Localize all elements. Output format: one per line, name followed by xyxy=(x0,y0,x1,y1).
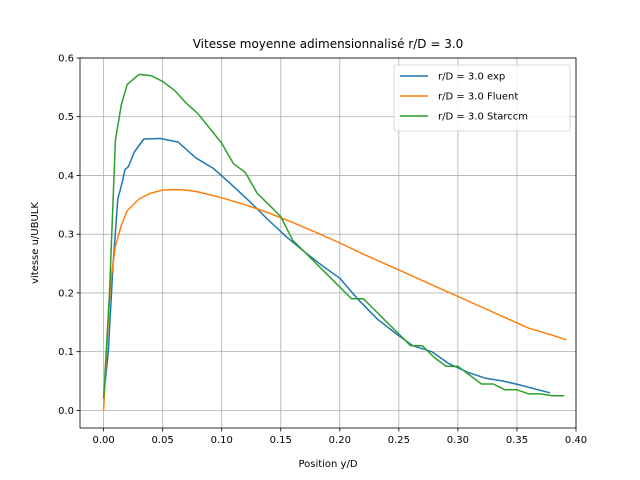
legend-label-3: r/D = 3.0 Starccm xyxy=(438,112,528,123)
x-tick-label: 0.10 xyxy=(211,435,233,446)
y-tick-label: 0.0 xyxy=(58,406,74,417)
legend-label-2: r/D = 3.0 Fluent xyxy=(438,92,518,103)
legend: r/D = 3.0 exp r/D = 3.0 Fluent r/D = 3.0 S… xyxy=(393,64,571,132)
x-axis-label: Position y/D xyxy=(298,459,357,470)
legend-label-1: r/D = 3.0 exp xyxy=(438,72,505,83)
y-tick-label: 0.4 xyxy=(58,171,74,182)
series-lines xyxy=(102,73,567,411)
plot-frame xyxy=(79,57,577,429)
x-tick-label: 0.15 xyxy=(270,435,292,446)
x-tick-label: 0.05 xyxy=(152,435,174,446)
y-tick-label: 0.6 xyxy=(58,54,74,65)
series-line-2 xyxy=(102,188,567,411)
y-axis-ticks: 0.0 0.1 0.2 0.3 0.4 0.5 0.6 xyxy=(58,54,80,417)
x-tick-label: 0.35 xyxy=(506,435,528,446)
legend-box xyxy=(393,64,571,132)
y-tick-label: 0.2 xyxy=(58,288,74,299)
x-tick-label: 0.30 xyxy=(447,435,469,446)
x-tick-label: 0.40 xyxy=(565,435,587,446)
chart-title: Vitesse moyenne adimensionnalisé r/D = 3… xyxy=(193,37,464,51)
x-tick-label: 0.00 xyxy=(92,435,114,446)
x-axis-ticks: 0.00 0.05 0.10 0.15 0.20 0.25 0.30 0.35 0.40 xyxy=(92,428,587,446)
y-tick-label: 0.1 xyxy=(58,347,74,358)
y-tick-label: 0.3 xyxy=(58,230,74,241)
y-tick-label: 0.5 xyxy=(58,112,74,123)
series-line-3 xyxy=(102,73,565,399)
x-tick-label: 0.20 xyxy=(329,435,351,446)
x-tick-label: 0.25 xyxy=(388,435,410,446)
y-axis-label: vitesse u/UBULK xyxy=(30,202,41,284)
